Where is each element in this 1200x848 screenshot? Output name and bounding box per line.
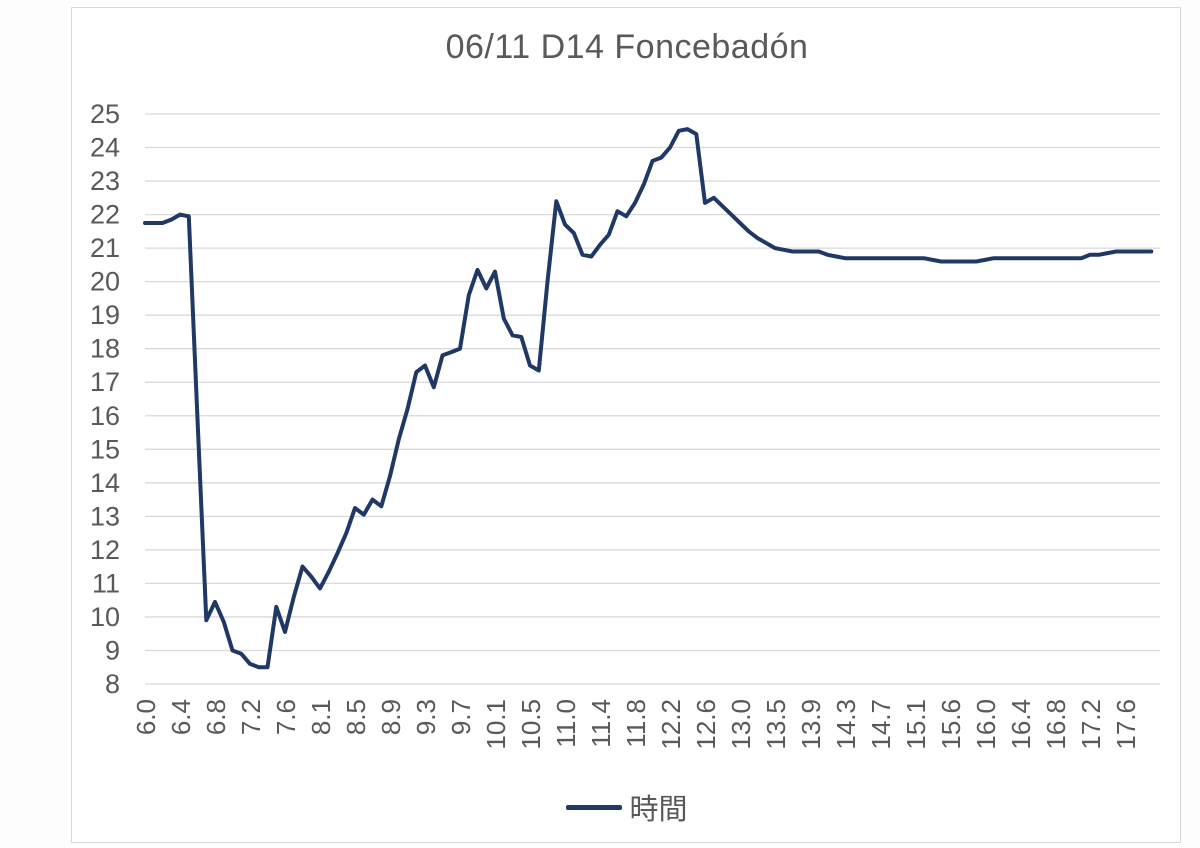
x-axis-tick-label: 6.8: [201, 699, 231, 735]
x-axis-tick-label: 13.0: [726, 699, 756, 750]
x-axis-tick-label: 15.6: [936, 699, 966, 750]
y-axis-tick-label: 18: [90, 334, 120, 364]
x-axis-tick-label: 8.9: [376, 699, 406, 735]
x-axis-tick-label: 9.3: [411, 699, 441, 735]
legend: 時間: [72, 786, 1182, 828]
y-axis-tick-label: 25: [90, 99, 120, 129]
x-axis-tick-label: 8.5: [341, 699, 371, 735]
y-axis-tick-label: 11: [92, 568, 120, 598]
x-axis-tick-label: 6.0: [131, 699, 161, 735]
y-axis-tick-label: 9: [105, 635, 120, 665]
x-axis-tick-label: 7.2: [236, 699, 266, 735]
y-axis-tick-label: 21: [90, 233, 120, 263]
gridlines-group: [145, 113, 1160, 685]
y-axis-tick-label: 14: [90, 468, 120, 498]
y-axis-tick-label: 19: [90, 300, 120, 330]
x-axis-tick-label: 10.1: [481, 699, 511, 750]
x-axis-tick-label: 17.2: [1076, 699, 1106, 750]
x-axis-tick-label: 13.9: [796, 699, 826, 750]
y-axis-tick-label: 10: [90, 602, 120, 632]
x-axis-tick-label: 16.4: [1006, 699, 1036, 750]
x-axis-tick-label: 14.3: [831, 699, 861, 750]
x-axis-tick-label: 14.7: [866, 699, 896, 750]
x-axis-tick-label: 10.5: [516, 699, 546, 750]
chart-frame: [71, 7, 1181, 843]
x-axis-tick-label: 11.8: [621, 699, 651, 748]
y-axis-tick-label: 17: [90, 367, 120, 397]
x-axis-tick-label: 13.5: [761, 699, 791, 750]
x-axis-tick-label: 16.0: [971, 699, 1001, 750]
legend-line-swatch: [566, 804, 623, 810]
x-axis-tick-label: 12.6: [691, 699, 721, 750]
y-axis-tick-label: 8: [105, 669, 120, 699]
series-line-group: [143, 127, 1154, 670]
x-axis-tick-label: 17.6: [1111, 699, 1141, 750]
x-axis-tick-label: 16.8: [1041, 699, 1071, 750]
x-axis-tick-label: 11.4: [586, 699, 616, 748]
y-axis-tick-label: 20: [90, 267, 120, 297]
chart-title: 06/11 D14 Foncebadón: [445, 28, 809, 66]
x-axis-tick-label: 7.6: [271, 699, 301, 735]
y-axis-tick-label: 22: [90, 200, 120, 230]
x-axis-tick-label: 8.1: [306, 699, 336, 735]
x-axis-tick-label: 12.2: [656, 699, 686, 750]
series-line: [143, 127, 1154, 670]
x-axis-tick-label: 6.4: [166, 699, 196, 735]
y-axis-tick-label: 16: [90, 401, 120, 431]
legend-series-label: 時間: [629, 794, 688, 826]
y-axis-tick-label: 13: [90, 501, 120, 531]
y-axis-tick-label: 24: [90, 133, 120, 163]
x-axis-tick-label: 9.7: [446, 699, 476, 735]
x-axis-labels-group: 6.0 6.4 6.8 7.2 7.6 8.1 8.5 8.9 9.3 9.7 10.1 10.5 11…: [131, 699, 1141, 750]
y-axis-tick-label: 23: [90, 166, 120, 196]
x-axis-tick-label: 15.1: [901, 699, 931, 750]
x-axis-tick-label: 11.0: [551, 699, 581, 748]
y-axis-tick-label: 12: [90, 535, 120, 565]
y-axis-tick-label: 15: [90, 434, 120, 464]
